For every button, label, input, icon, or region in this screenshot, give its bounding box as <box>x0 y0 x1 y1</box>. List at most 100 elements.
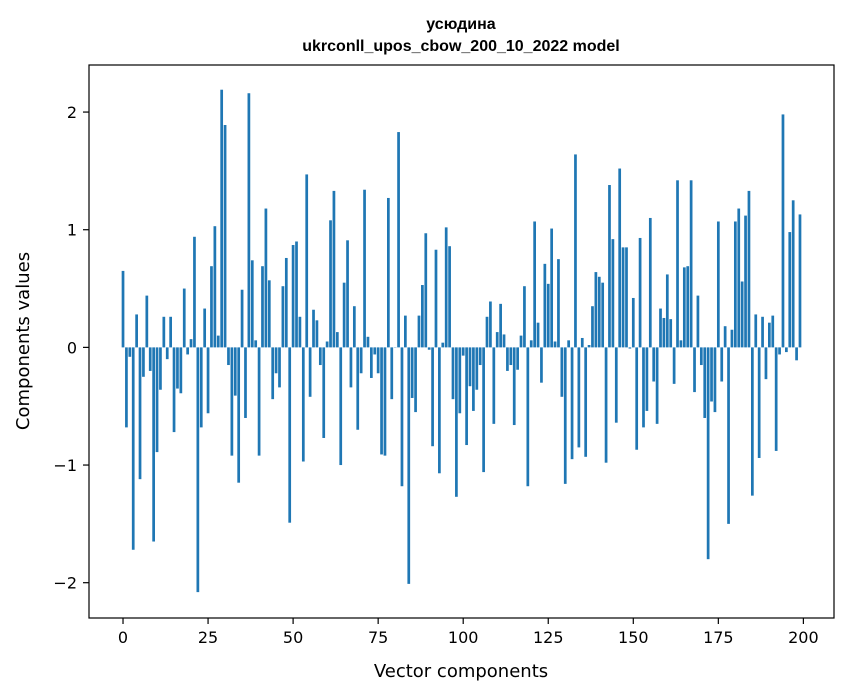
bar-164 <box>679 340 683 348</box>
bar-128 <box>557 259 560 348</box>
bar-183 <box>744 215 747 348</box>
bar-52 <box>298 316 302 348</box>
bar-105 <box>478 347 482 366</box>
bar-70 <box>359 347 363 374</box>
bar-2 <box>128 347 132 357</box>
bar-26 <box>210 266 213 348</box>
bar-65 <box>342 282 346 348</box>
bar-118 <box>523 286 526 348</box>
bar-176 <box>720 347 724 382</box>
bar-169 <box>696 295 700 348</box>
bar-62 <box>332 190 336 348</box>
y-tick-label-3: 1 <box>67 221 77 240</box>
bar-40 <box>257 347 261 456</box>
x-tick-label-125: 125 <box>533 628 564 647</box>
bar-149 <box>628 347 632 349</box>
bar-100 <box>461 347 465 356</box>
bar-53 <box>301 347 305 462</box>
bar-77 <box>383 347 387 456</box>
bar-36 <box>244 347 247 418</box>
bar-51 <box>295 241 298 348</box>
bar-75 <box>376 347 380 374</box>
bar-171 <box>703 347 707 418</box>
bar-35 <box>240 289 244 348</box>
bar-121 <box>533 221 536 348</box>
bar-192 <box>774 347 778 451</box>
bar-112 <box>502 334 506 348</box>
bar-93 <box>438 347 441 474</box>
bar-174 <box>713 347 717 413</box>
bar-131 <box>567 340 571 348</box>
bar-115 <box>512 347 516 426</box>
bar-150 <box>631 297 635 348</box>
bar-64 <box>339 347 343 466</box>
x-axis-label: Vector components <box>374 661 548 682</box>
bar-145 <box>614 347 618 423</box>
bar-95 <box>444 227 448 348</box>
bar-155 <box>648 217 652 348</box>
bar-6 <box>142 347 145 377</box>
bar-32 <box>230 347 234 456</box>
bar-190 <box>768 322 771 348</box>
bar-189 <box>764 347 768 380</box>
bar-153 <box>642 347 645 428</box>
bar-48 <box>284 257 288 348</box>
bar-91 <box>431 347 434 447</box>
bar-63 <box>335 332 339 348</box>
bar-117 <box>519 335 523 348</box>
y-tick-label-0: −2 <box>53 574 77 593</box>
bar-38 <box>250 260 254 348</box>
bar-43 <box>267 280 271 348</box>
bar-69 <box>356 347 360 430</box>
bar-84 <box>407 347 411 584</box>
bar-138 <box>591 306 594 348</box>
bar-139 <box>594 272 598 348</box>
bar-10 <box>155 347 159 453</box>
bar-110 <box>495 332 499 348</box>
bar-122 <box>536 322 540 348</box>
bar-193 <box>778 347 781 355</box>
bar-188 <box>761 316 764 348</box>
bar-50 <box>291 245 295 348</box>
bar-98 <box>455 347 458 497</box>
bar-15 <box>172 347 176 433</box>
bar-27 <box>213 226 217 348</box>
chart-title-line-2: ukrconll_upos_cbow_200_10_2022 model <box>302 38 619 55</box>
bar-180 <box>733 221 737 348</box>
bar-33 <box>233 347 237 396</box>
bar-156 <box>652 347 656 382</box>
x-tick-label-150: 150 <box>618 628 649 647</box>
bar-37 <box>247 93 251 348</box>
bar-186 <box>754 314 758 348</box>
x-tick-label-0: 0 <box>118 628 128 647</box>
bar-129 <box>560 347 564 397</box>
bar-57 <box>315 320 319 348</box>
bars-group <box>121 89 802 593</box>
bar-72 <box>366 336 370 348</box>
bar-34 <box>237 347 241 483</box>
bar-102 <box>468 347 472 387</box>
x-tick-label-100: 100 <box>448 628 479 647</box>
bar-185 <box>750 347 754 496</box>
bar-21 <box>193 236 196 348</box>
bar-168 <box>693 347 696 393</box>
bar-111 <box>499 303 502 348</box>
bar-140 <box>597 276 601 348</box>
bar-28 <box>216 335 220 348</box>
bar-87 <box>417 315 421 348</box>
bar-133 <box>574 154 577 348</box>
bar-101 <box>465 347 468 446</box>
bar-170 <box>699 347 703 366</box>
x-tick-label-75: 75 <box>368 628 388 647</box>
bar-88 <box>421 285 424 348</box>
bar-23 <box>199 347 203 428</box>
bar-55 <box>308 347 312 397</box>
bar-184 <box>747 190 751 348</box>
bar-7 <box>145 295 149 348</box>
bar-0 <box>121 270 125 348</box>
bar-73 <box>369 347 373 378</box>
bar-9 <box>152 347 155 542</box>
bar-83 <box>404 315 407 348</box>
bar-61 <box>329 220 332 348</box>
bar-20 <box>189 339 193 348</box>
